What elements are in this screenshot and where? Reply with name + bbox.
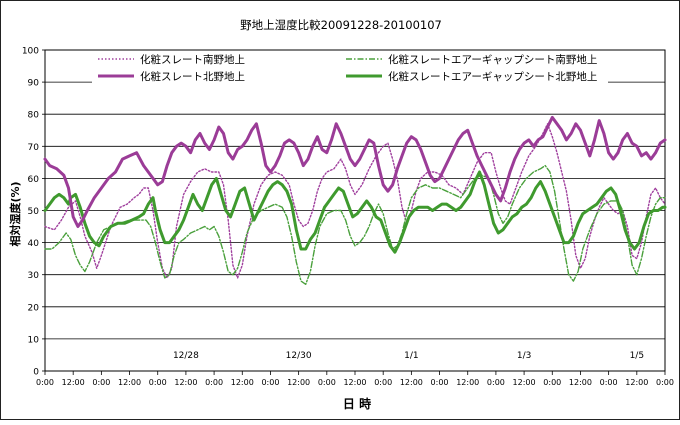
legend-label: 化粧スレートエアーギャップシート北野地上	[388, 70, 597, 83]
x-tick-label: 0:00	[92, 378, 110, 387]
legend-label: 化粧スレートエアーギャップシート南野地上	[388, 53, 597, 66]
y-tick-label: 0	[33, 368, 39, 378]
series-line-3	[43, 170, 667, 254]
date-label: 12/28	[173, 351, 199, 361]
date-label: 1/5	[630, 351, 644, 361]
x-axis-ticks: 0:00 12:00 0:00 12:00 0:00 12:00 0:00 12:00 0:00…	[36, 371, 674, 387]
series-line-1	[44, 164, 666, 285]
y-tick-label: 20	[28, 303, 40, 313]
x-tick-label: 12:00	[287, 378, 310, 387]
y-tick-label: 90	[28, 79, 40, 89]
legend-label: 化粧スレート北野地上	[140, 70, 245, 83]
x-tick-label: 12:00	[513, 378, 536, 387]
y-axis-label: 相対湿度(%)	[8, 181, 22, 246]
x-tick-label: 0:00	[261, 378, 279, 387]
series-line-2	[43, 115, 667, 228]
x-tick-label: 12:00	[174, 378, 197, 387]
y-tick-label: 30	[28, 271, 40, 281]
x-tick-label: 0:00	[205, 378, 223, 387]
x-tick-label: 0:00	[318, 378, 336, 387]
date-label: 12/30	[286, 351, 312, 361]
x-tick-label: 12:00	[231, 378, 254, 387]
x-tick-label: 0:00	[374, 378, 392, 387]
date-labels: 12/28 12/30 1/1 1/3 1/5	[173, 351, 644, 361]
date-label: 1/3	[517, 351, 531, 361]
chart-title: 野地上湿度比較20091228-20100107	[240, 18, 442, 32]
grid	[45, 81, 665, 340]
x-tick-label: 12:00	[625, 378, 648, 387]
y-tick-label: 10	[28, 335, 40, 345]
x-tick-label: 12:00	[400, 378, 423, 387]
series-line-0	[44, 123, 666, 279]
y-tick-label: 70	[28, 143, 40, 153]
y-tick-label: 100	[22, 47, 39, 57]
x-tick-label: 0:00	[431, 378, 449, 387]
x-tick-label: 12:00	[118, 378, 141, 387]
legend: 化粧スレート南野地上 化粧スレートエアーギャップシート南野地上化粧スレート北野地上…	[92, 52, 608, 86]
x-tick-label: 0:00	[600, 378, 618, 387]
y-tick-label: 50	[28, 207, 40, 217]
x-tick-label: 12:00	[62, 378, 85, 387]
x-tick-label: 0:00	[656, 378, 674, 387]
x-tick-label: 12:00	[456, 378, 479, 387]
x-axis-label: 日 時	[343, 396, 371, 411]
y-tick-label: 40	[28, 239, 40, 249]
y-axis-ticks: 0 10 20 30 40 50 60 70 80 90 100	[22, 47, 45, 378]
x-tick-label: 0:00	[36, 378, 54, 387]
y-tick-label: 80	[28, 111, 40, 121]
x-tick-label: 0:00	[149, 378, 167, 387]
y-tick-label: 60	[28, 175, 40, 185]
x-tick-label: 0:00	[543, 378, 561, 387]
legend-label: 化粧スレート南野地上	[140, 53, 245, 66]
series-lines	[43, 115, 667, 285]
x-tick-label: 12:00	[343, 378, 366, 387]
x-tick-label: 12:00	[569, 378, 592, 387]
legend-background	[92, 52, 608, 86]
date-label: 1/1	[404, 351, 418, 361]
x-tick-label: 0:00	[487, 378, 505, 387]
